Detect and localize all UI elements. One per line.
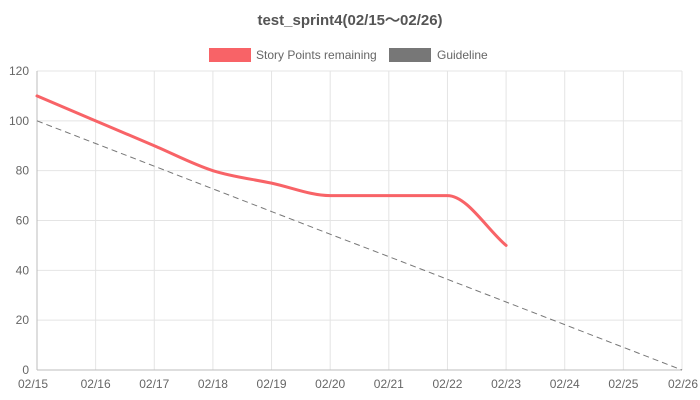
legend-swatch: [389, 48, 431, 62]
series-line-guideline: [36, 120, 683, 371]
legend-item-guideline[interactable]: Guideline: [389, 48, 488, 62]
y-tick-label: 40: [16, 263, 30, 277]
x-tick-label: 02/25: [608, 377, 638, 391]
x-tick-label: 02/17: [139, 377, 169, 391]
x-tick-label: 02/20: [315, 377, 345, 391]
legend: Story Points remaining Guideline: [209, 48, 488, 62]
x-tick-label: 02/18: [198, 377, 228, 391]
grid: [37, 70, 683, 370]
x-tick-label: 02/15: [18, 377, 48, 391]
x-tick-label: 02/21: [374, 377, 404, 391]
x-tick-label: 02/24: [550, 377, 580, 391]
y-axis-ticks: 0 20 40 60 80 100 120: [9, 64, 29, 377]
x-tick-label: 02/26: [668, 377, 698, 391]
chart-title: test_sprint4(02/15～02/26): [257, 12, 443, 29]
y-tick-label: 60: [16, 214, 30, 228]
x-tick-label: 02/16: [81, 377, 111, 391]
y-tick-label: 120: [9, 64, 29, 78]
series-layer: [35, 94, 683, 371]
x-tick-label: 02/19: [257, 377, 287, 391]
y-tick-label: 100: [9, 114, 29, 128]
x-axis-ticks: 02/15 02/16 02/17 02/18 02/19 02/20 02/21 02/22…: [18, 377, 698, 391]
y-tick-label: 0: [22, 363, 29, 377]
legend-label: Guideline: [437, 48, 488, 62]
y-tick-label: 80: [16, 164, 30, 178]
y-tick-label: 20: [16, 313, 30, 327]
x-tick-label: 02/22: [432, 377, 462, 391]
x-tick-label: 02/23: [491, 377, 521, 391]
legend-label: Story Points remaining: [256, 48, 377, 62]
series-line-story-points-remaining: [35, 94, 508, 247]
legend-swatch: [209, 48, 251, 62]
legend-item-story-points-remaining[interactable]: Story Points remaining: [209, 48, 377, 62]
